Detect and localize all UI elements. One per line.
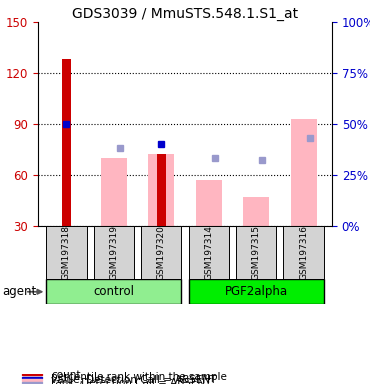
Bar xyxy=(46,279,181,304)
Bar xyxy=(22,377,42,378)
Bar xyxy=(148,154,174,225)
Text: count: count xyxy=(51,370,80,380)
Bar xyxy=(189,225,229,279)
Text: value, Detection Call = ABSENT: value, Detection Call = ABSENT xyxy=(51,375,216,384)
Bar xyxy=(290,119,317,225)
Text: GSM197319: GSM197319 xyxy=(110,225,118,280)
Bar xyxy=(196,180,222,225)
Text: GSM197315: GSM197315 xyxy=(252,225,260,280)
Text: percentile rank within the sample: percentile rank within the sample xyxy=(51,372,227,382)
Text: control: control xyxy=(93,285,134,298)
Text: PGF2alpha: PGF2alpha xyxy=(225,285,288,298)
Bar xyxy=(283,225,324,279)
Title: GDS3039 / MmuSTS.548.1.S1_at: GDS3039 / MmuSTS.548.1.S1_at xyxy=(72,7,298,21)
Bar xyxy=(236,225,276,279)
Text: rank, Detection Call = ABSENT: rank, Detection Call = ABSENT xyxy=(51,378,211,384)
Bar xyxy=(101,158,127,225)
Bar xyxy=(22,374,42,376)
Bar xyxy=(22,382,42,383)
Text: agent: agent xyxy=(2,285,36,298)
Bar xyxy=(243,197,269,225)
Bar xyxy=(94,225,134,279)
Bar xyxy=(189,279,324,304)
Bar xyxy=(62,59,71,225)
Bar xyxy=(46,225,87,279)
Bar xyxy=(157,154,165,225)
Bar xyxy=(141,225,181,279)
Text: GSM197320: GSM197320 xyxy=(157,225,166,280)
Text: GSM197318: GSM197318 xyxy=(62,225,71,280)
Text: GSM197316: GSM197316 xyxy=(299,225,308,280)
Bar xyxy=(22,379,42,381)
Text: GSM197314: GSM197314 xyxy=(204,225,213,280)
